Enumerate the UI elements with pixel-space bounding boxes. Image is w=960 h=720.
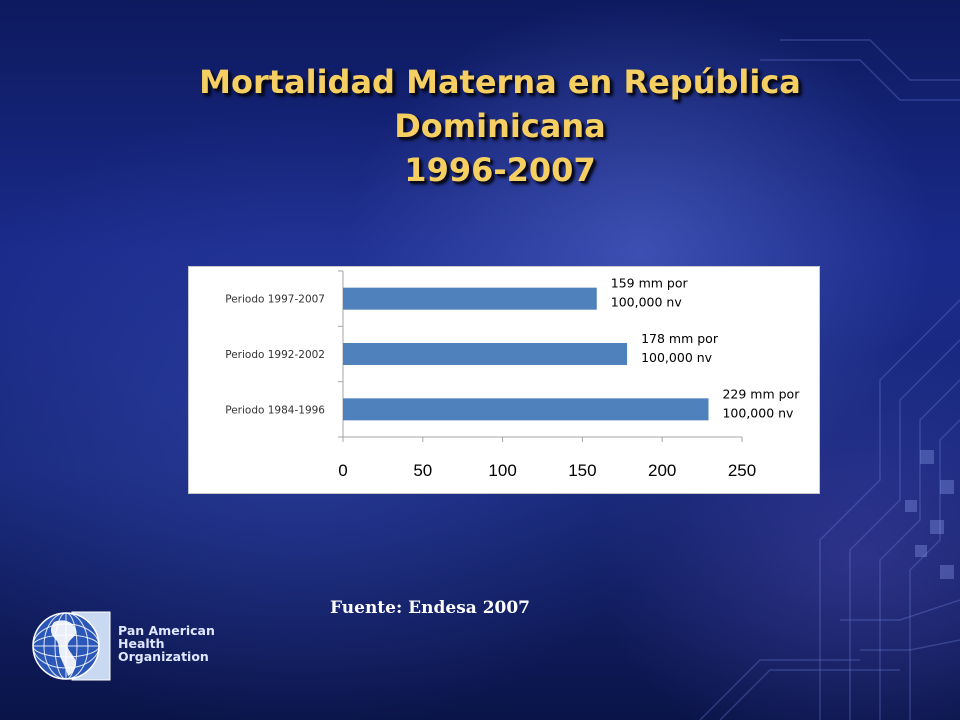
bar — [343, 398, 709, 421]
title-line-1: Mortalidad Materna en República — [199, 63, 801, 101]
x-tick-label: 150 — [568, 461, 596, 480]
data-label: 100,000 nv — [722, 405, 794, 420]
x-tick-label: 200 — [648, 461, 676, 480]
source-note: Fuente: Endesa 2007 — [330, 598, 531, 618]
bar — [343, 343, 628, 365]
bar — [343, 287, 597, 310]
bar-chart: 0 50 100 150 200 250 Periodo 1997-2007 159 mm p… — [225, 270, 800, 480]
data-label: 100,000 nv — [641, 350, 713, 365]
title-line-3: 1996-2007 — [404, 151, 596, 189]
paho-globe-logo — [32, 611, 111, 681]
category-label: Periodo 1992-2002 — [225, 349, 325, 361]
chart-panel: 0 50 100 150 200 250 Periodo 1997-2007 159 mm p… — [188, 266, 820, 494]
category-label: Periodo 1984-1996 — [225, 404, 325, 416]
org-line-1: Pan American — [118, 623, 215, 638]
slide-title: Mortalidad Materna en República Dominica… — [100, 60, 900, 192]
data-label: 100,000 nv — [611, 295, 683, 310]
data-label: 159 mm por — [611, 276, 689, 291]
x-tick-label: 0 — [338, 461, 347, 480]
x-tick-label: 250 — [728, 461, 756, 480]
organization-name: Pan American Health Organization — [118, 624, 215, 663]
title-line-2: Dominicana — [394, 107, 606, 145]
org-line-3: Organization — [118, 649, 209, 664]
data-label: 229 mm por — [722, 386, 800, 401]
x-tick-label: 100 — [488, 461, 516, 480]
org-line-2: Health — [118, 636, 165, 651]
data-label: 178 mm por — [641, 331, 719, 346]
x-tick-label: 50 — [413, 461, 432, 480]
category-label: Periodo 1997-2007 — [225, 294, 325, 306]
